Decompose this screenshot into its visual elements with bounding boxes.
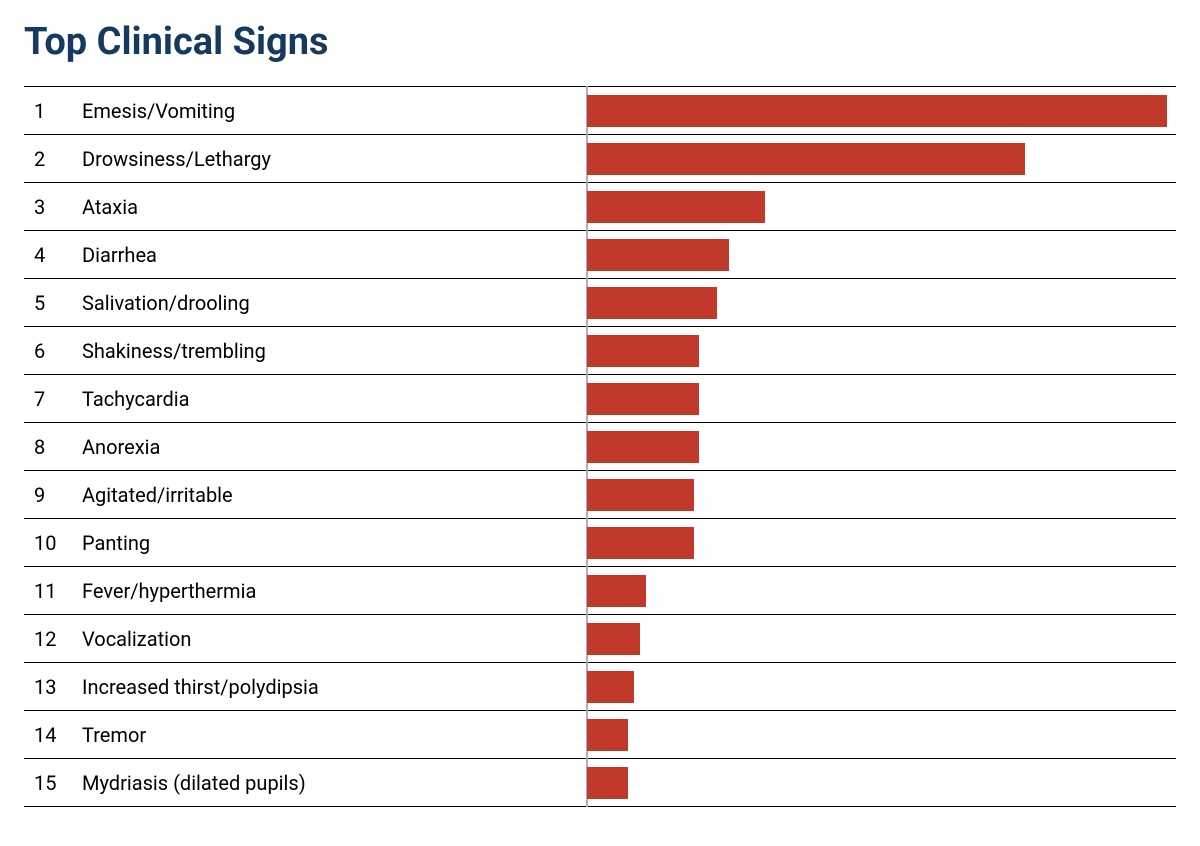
bar — [587, 767, 628, 799]
bar-cell — [572, 711, 1176, 759]
bar — [587, 335, 699, 367]
bar — [587, 527, 694, 559]
label-cell: Agitated/irritable — [82, 471, 572, 519]
rank-cell: 11 — [24, 567, 82, 615]
label-cell: Fever/hyperthermia — [82, 567, 572, 615]
chart-row: 8Anorexia — [24, 423, 1176, 471]
bar — [587, 575, 646, 607]
chart-row: 3Ataxia — [24, 183, 1176, 231]
rank-cell: 8 — [24, 423, 82, 471]
bar — [587, 383, 699, 415]
label-cell: Drowsiness/Lethargy — [82, 135, 572, 183]
bar — [587, 191, 765, 223]
chart-row: 11Fever/hyperthermia — [24, 567, 1176, 615]
bar-cell — [572, 759, 1176, 807]
rank-cell: 9 — [24, 471, 82, 519]
label-cell: Increased thirst/polydipsia — [82, 663, 572, 711]
chart-row: 12Vocalization — [24, 615, 1176, 663]
chart-row: 13Increased thirst/polydipsia — [24, 663, 1176, 711]
chart-body: 1Emesis/Vomiting2Drowsiness/Lethargy3Ata… — [24, 87, 1176, 807]
chart-row: 7Tachycardia — [24, 375, 1176, 423]
rank-cell: 15 — [24, 759, 82, 807]
bar — [587, 143, 1025, 175]
bar-cell — [572, 183, 1176, 231]
bar — [587, 719, 628, 751]
rank-cell: 10 — [24, 519, 82, 567]
label-cell: Tremor — [82, 711, 572, 759]
label-cell: Shakiness/trembling — [82, 327, 572, 375]
chart-row: 14Tremor — [24, 711, 1176, 759]
label-cell: Tachycardia — [82, 375, 572, 423]
label-cell: Vocalization — [82, 615, 572, 663]
bar-cell — [572, 423, 1176, 471]
label-cell: Anorexia — [82, 423, 572, 471]
label-cell: Emesis/Vomiting — [82, 87, 572, 135]
rank-cell: 5 — [24, 279, 82, 327]
bar-cell — [572, 279, 1176, 327]
bar — [587, 623, 640, 655]
chart-row: 4Diarrhea — [24, 231, 1176, 279]
rank-cell: 3 — [24, 183, 82, 231]
bar-cell — [572, 375, 1176, 423]
chart-row: 2Drowsiness/Lethargy — [24, 135, 1176, 183]
bar-cell — [572, 615, 1176, 663]
rank-cell: 14 — [24, 711, 82, 759]
chart-row: 10Panting — [24, 519, 1176, 567]
chart-row: 15Mydriasis (dilated pupils) — [24, 759, 1176, 807]
bar-cell — [572, 87, 1176, 135]
bar-cell — [572, 135, 1176, 183]
label-cell: Ataxia — [82, 183, 572, 231]
chart-row: 1Emesis/Vomiting — [24, 87, 1176, 135]
bar-cell — [572, 327, 1176, 375]
bar — [587, 95, 1167, 127]
bar — [587, 431, 699, 463]
label-cell: Mydriasis (dilated pupils) — [82, 759, 572, 807]
bar-cell — [572, 471, 1176, 519]
label-cell: Salivation/drooling — [82, 279, 572, 327]
rank-cell: 2 — [24, 135, 82, 183]
rank-cell: 1 — [24, 87, 82, 135]
chart-title: Top Clinical Signs — [24, 20, 1176, 64]
bar-cell — [572, 567, 1176, 615]
label-cell: Diarrhea — [82, 231, 572, 279]
rank-cell: 12 — [24, 615, 82, 663]
bar — [587, 287, 717, 319]
label-cell: Panting — [82, 519, 572, 567]
bar — [587, 239, 729, 271]
chart-row: 9Agitated/irritable — [24, 471, 1176, 519]
bar-cell — [572, 231, 1176, 279]
bar-cell — [572, 519, 1176, 567]
rank-cell: 7 — [24, 375, 82, 423]
rank-cell: 4 — [24, 231, 82, 279]
chart-row: 5Salivation/drooling — [24, 279, 1176, 327]
bar — [587, 671, 634, 703]
chart-row: 6Shakiness/trembling — [24, 327, 1176, 375]
rank-cell: 6 — [24, 327, 82, 375]
clinical-signs-chart: 1Emesis/Vomiting2Drowsiness/Lethargy3Ata… — [24, 86, 1176, 807]
bar-cell — [572, 663, 1176, 711]
bar — [587, 479, 694, 511]
rank-cell: 13 — [24, 663, 82, 711]
